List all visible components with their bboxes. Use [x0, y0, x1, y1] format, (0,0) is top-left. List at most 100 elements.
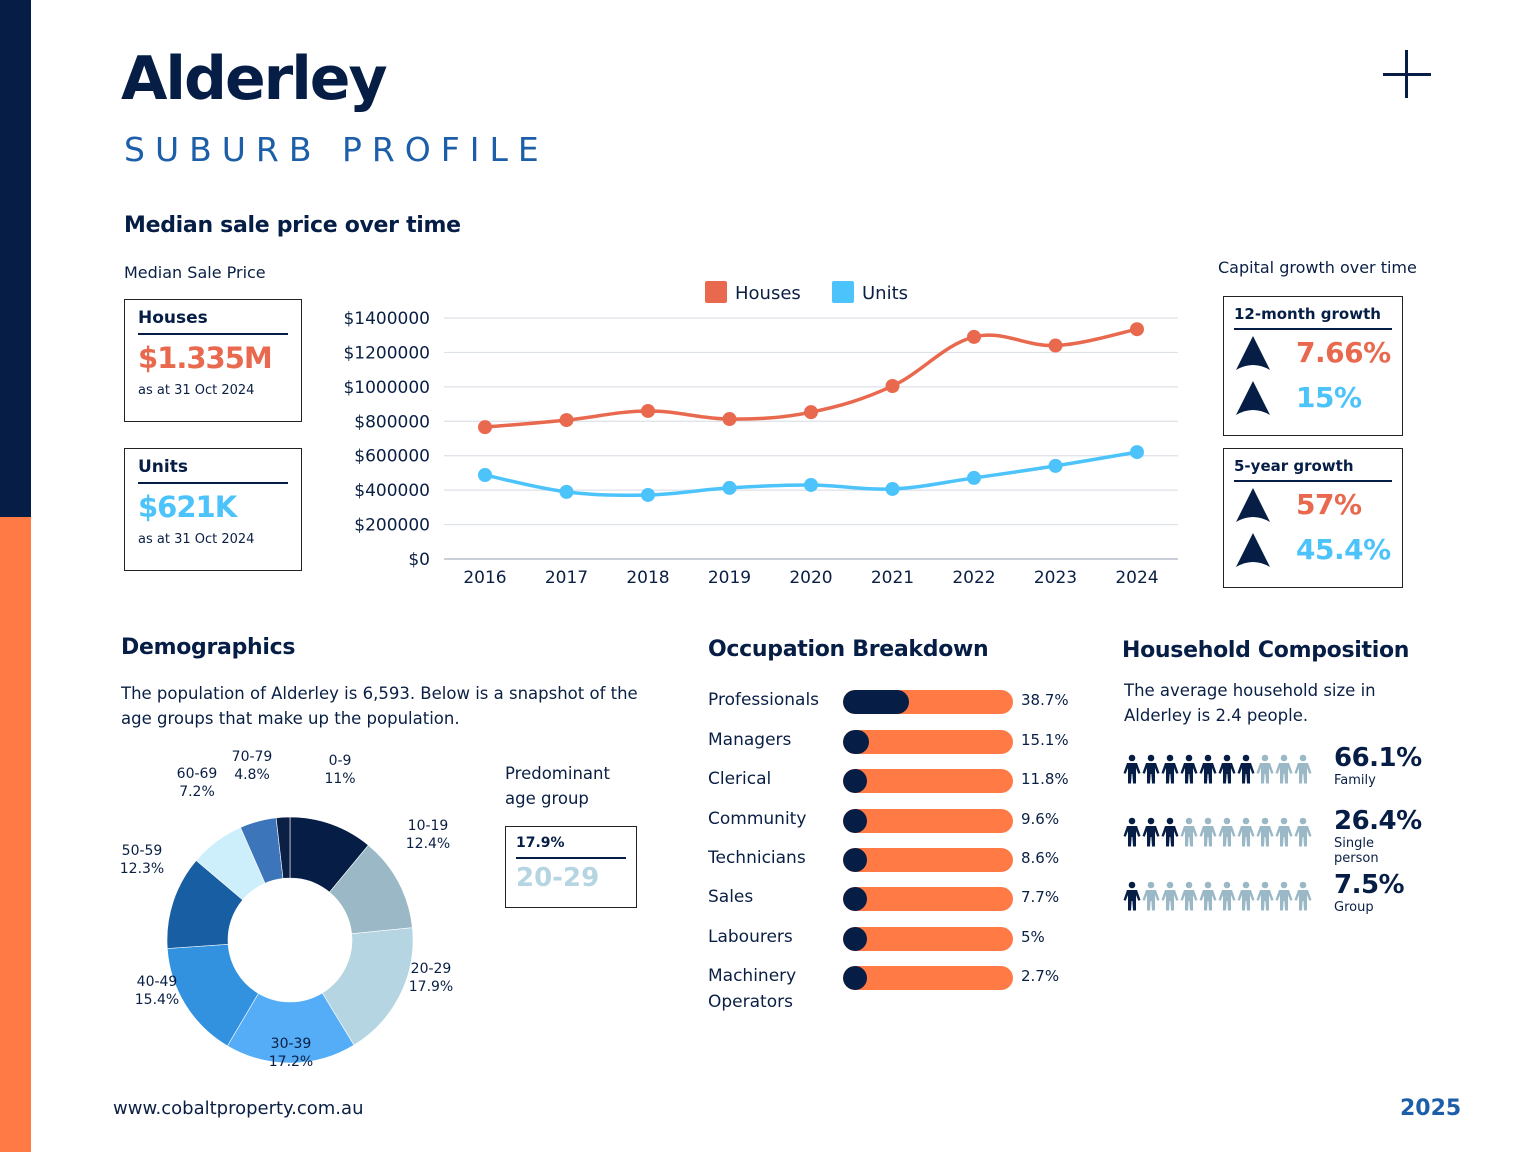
y-tick-label: $1400000 — [343, 309, 430, 329]
data-point-houses — [478, 420, 492, 435]
page-subtitle: SUBURB PROFILE — [124, 130, 549, 169]
household-pct: 26.4% — [1334, 806, 1422, 836]
occupation-label: Clerical — [708, 769, 772, 789]
houses-price-card: Houses $1.335M as at 31 Oct 2024 — [124, 299, 302, 422]
data-point-houses — [1130, 322, 1144, 337]
median-heading: Median sale price over time — [124, 213, 461, 238]
x-tick-label: 2018 — [626, 568, 669, 588]
person-icon — [1294, 817, 1312, 847]
slice-label: 0-9 — [329, 753, 352, 769]
twelve-month-title: 12-month growth — [1234, 305, 1392, 330]
person-icon — [1218, 881, 1236, 911]
person-icon — [1123, 881, 1141, 911]
household-type-label: Family — [1334, 773, 1376, 788]
units-card-value: $621K — [138, 490, 237, 524]
person-icon — [1237, 817, 1255, 847]
person-icon — [1199, 881, 1217, 911]
person-icon — [1218, 817, 1236, 847]
x-tick-label: 2017 — [545, 568, 588, 588]
five-year-title: 5-year growth — [1234, 457, 1392, 482]
houses-card-title: Houses — [138, 308, 288, 335]
occupation-row: Technicians 8.6% — [708, 845, 1088, 875]
x-tick-label: 2022 — [952, 568, 995, 588]
slice-value-label: 7.2% — [179, 784, 215, 800]
household-type-label: Single person — [1334, 836, 1379, 866]
person-icon — [1218, 754, 1236, 784]
occupation-bar-fill — [843, 887, 867, 911]
slice-label: 60-69 — [177, 766, 218, 782]
person-icon — [1294, 754, 1312, 784]
person-icon — [1123, 754, 1141, 784]
up-arrow-icon — [1236, 335, 1270, 370]
people-pictogram — [1123, 881, 1312, 918]
occupation-bar-track — [843, 887, 1013, 911]
y-tick-label: $800000 — [354, 412, 430, 432]
occupation-bar-fill — [843, 809, 867, 833]
twelve-month-growth-card: 12-month growth 7.66% 15% — [1223, 296, 1403, 436]
data-point-houses — [559, 413, 574, 428]
slice-value-label: 11% — [324, 771, 355, 787]
data-point-houses — [722, 412, 737, 427]
person-icon — [1180, 817, 1198, 847]
occupation-value: 2.7% — [1021, 967, 1060, 985]
occupation-bar-track — [843, 966, 1013, 990]
occupation-bar-track — [843, 848, 1013, 872]
person-icon — [1237, 881, 1255, 911]
legend-swatch-houses — [705, 281, 727, 303]
data-point-houses — [804, 405, 818, 420]
x-tick-label: 2016 — [463, 568, 506, 588]
person-icon — [1123, 817, 1141, 847]
person-icon — [1275, 754, 1293, 784]
occupation-value: 9.6% — [1021, 810, 1060, 828]
occupation-row: Machinery Operators 2.7% — [708, 963, 1088, 1012]
units-price-card: Units $621K as at 31 Oct 2024 — [124, 448, 302, 571]
footer-website-link[interactable]: www.cobaltproperty.com.au — [113, 1098, 364, 1119]
occupation-value: 15.1% — [1021, 731, 1069, 749]
footer-year: 2025 — [1400, 1096, 1462, 1121]
predominant-age-pct: 17.9% — [516, 835, 626, 859]
occupation-bar-fill — [843, 848, 867, 872]
person-icon — [1256, 817, 1274, 847]
legend-label-units: Units — [862, 283, 908, 304]
slice-value-label: 4.8% — [234, 767, 270, 783]
five-year-units-growth: 45.4% — [1296, 533, 1391, 566]
occupation-label: Professionals — [708, 690, 820, 710]
y-tick-label: $1200000 — [343, 343, 430, 363]
occupation-row: Sales 7.7% — [708, 884, 1088, 914]
person-icon — [1199, 754, 1217, 784]
occupation-bar-fill — [843, 966, 867, 990]
median-label: Median Sale Price — [124, 263, 266, 282]
occupation-value: 7.7% — [1021, 888, 1060, 906]
household-heading: Household Composition — [1122, 638, 1410, 663]
person-icon — [1142, 881, 1160, 911]
up-arrow-icon — [1236, 487, 1270, 522]
data-point-houses — [967, 329, 981, 344]
houses-card-value: $1.335M — [138, 341, 273, 375]
household-type-label: Group — [1334, 900, 1374, 915]
y-tick-label: $600000 — [354, 447, 430, 467]
occupation-row: Managers 15.1% — [708, 727, 1088, 757]
occupation-bar-fill — [843, 730, 869, 754]
person-icon — [1180, 754, 1198, 784]
slice-value-label: 15.4% — [135, 992, 179, 1008]
person-icon — [1161, 754, 1179, 784]
person-icon — [1161, 817, 1179, 847]
person-icon — [1275, 817, 1293, 847]
occupation-row: Community 9.6% — [708, 806, 1088, 836]
slice-label: 10-19 — [408, 818, 449, 834]
x-tick-label: 2023 — [1034, 568, 1077, 588]
five-year-houses-growth: 57% — [1296, 488, 1362, 521]
legend-swatch-units — [832, 281, 854, 303]
occupation-label: Technicians — [708, 848, 806, 868]
data-point-houses — [885, 378, 900, 393]
occupation-heading: Occupation Breakdown — [708, 637, 989, 662]
occupation-bar-track — [843, 927, 1013, 951]
household-row: 7.5% Group — [1123, 870, 1405, 918]
occupation-row: Professionals 38.7% — [708, 687, 1088, 717]
household-pct: 7.5% — [1334, 870, 1405, 900]
data-point-units — [722, 480, 737, 495]
data-point-units — [559, 484, 574, 499]
growth-label: Capital growth over time — [1218, 258, 1417, 277]
houses-card-date: as at 31 Oct 2024 — [138, 383, 255, 398]
occupation-bar-fill — [843, 927, 867, 951]
